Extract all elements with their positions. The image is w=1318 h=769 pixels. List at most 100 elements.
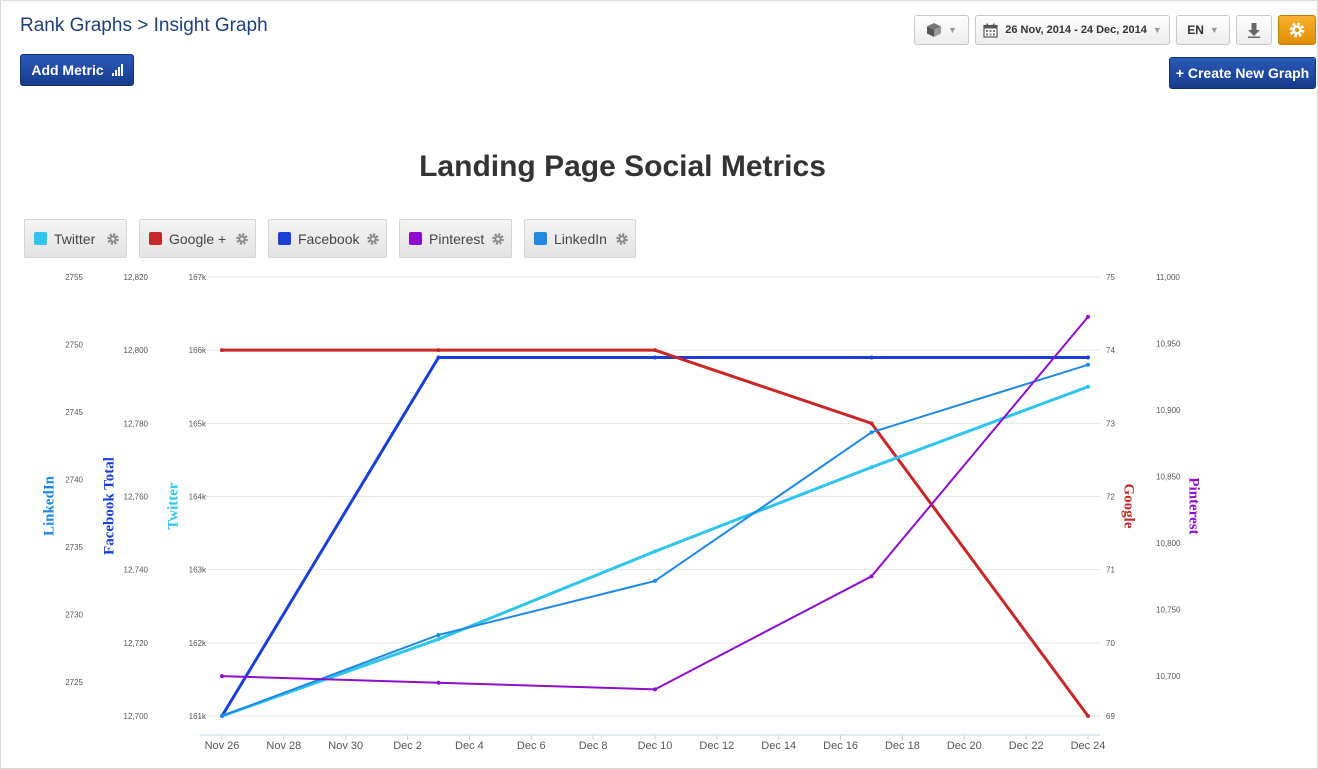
legend-label: LinkedIn (554, 230, 607, 247)
twitter-tick-label: 163k (189, 566, 207, 575)
pinterest-axis-title: Pinterest (1186, 477, 1202, 534)
facebook-tick-label: 12,820 (124, 273, 149, 282)
google-tick-label: 71 (1106, 566, 1115, 575)
legend-item-pinterest[interactable]: Pinterest (399, 219, 512, 258)
twitter-axis-title: Twitter (165, 482, 181, 530)
data-point-twitter[interactable] (436, 637, 441, 642)
data-point-pinterest[interactable] (1086, 314, 1090, 319)
legend-label: Google + (169, 230, 227, 247)
linkedin-tick-label: 2755 (65, 273, 83, 282)
linkedin-axis-title: LinkedIn (41, 475, 57, 536)
legend-item-twitter[interactable]: Twitter (24, 219, 127, 258)
add-metric-button[interactable]: Add Metric (20, 54, 134, 86)
x-tick-label: Dec 10 (638, 740, 673, 752)
google-tick-label: 75 (1106, 273, 1115, 282)
facebook-tick-label: 12,780 (124, 419, 149, 428)
data-point-pinterest[interactable] (869, 574, 874, 579)
data-point-twitter[interactable] (653, 549, 657, 554)
data-point-linkedin[interactable] (220, 714, 224, 718)
x-tick-label: Dec 4 (455, 740, 484, 752)
pinterest-tick-label: 10,950 (1156, 340, 1181, 349)
legend-item-linkedin[interactable]: LinkedIn (524, 219, 636, 258)
language-dropdown[interactable]: EN ▼ (1176, 15, 1230, 45)
pinterest-tick-label: 10,800 (1156, 539, 1181, 548)
twitter-tick-label: 166k (189, 346, 207, 355)
data-point-google[interactable] (869, 421, 874, 426)
x-tick-label: Dec 6 (517, 740, 546, 752)
data-point-facebook[interactable] (653, 355, 657, 360)
x-tick-label: Dec 8 (579, 740, 608, 752)
legend-swatch (278, 232, 291, 245)
x-tick-label: Nov 30 (328, 740, 363, 752)
create-graph-label: + Create New Graph (1175, 65, 1310, 81)
pinterest-tick-label: 11,000 (1156, 273, 1180, 282)
google-tick-label: 73 (1106, 419, 1115, 428)
legend-item-google[interactable]: Google + (139, 219, 256, 258)
cube-icon (927, 23, 942, 37)
legend-label: Twitter (54, 230, 96, 247)
data-point-twitter[interactable] (869, 465, 874, 470)
data-point-google[interactable] (220, 348, 224, 353)
twitter-tick-label: 161k (189, 712, 207, 721)
pinterest-tick-label: 10,900 (1156, 406, 1181, 415)
x-tick-label: Dec 20 (947, 740, 982, 752)
data-point-linkedin[interactable] (869, 430, 874, 435)
facebook-tick-label: 12,760 (124, 493, 149, 502)
data-point-google[interactable] (653, 348, 657, 353)
data-point-linkedin[interactable] (1086, 362, 1090, 367)
facebook-tick-label: 12,800 (124, 346, 149, 355)
x-tick-label: Nov 26 (205, 740, 240, 752)
data-point-facebook[interactable] (1086, 355, 1090, 360)
gear-icon (1289, 22, 1305, 38)
legend-swatch (149, 232, 162, 245)
x-tick-label: Nov 28 (266, 740, 301, 752)
chevron-down-icon: ▼ (1209, 25, 1219, 35)
data-point-linkedin[interactable] (436, 632, 441, 637)
breadcrumb-separator: > (137, 15, 149, 36)
chevron-down-icon: ▼ (1152, 25, 1162, 35)
facebook-tick-label: 12,740 (124, 566, 149, 575)
twitter-tick-label: 164k (189, 493, 207, 502)
project-dropdown[interactable]: ▼ (914, 15, 969, 45)
linkedin-tick-label: 2745 (65, 408, 83, 417)
breadcrumb-root-link[interactable]: Rank Graphs (20, 15, 132, 36)
data-point-linkedin[interactable] (653, 578, 657, 583)
google-axis-title: Google (1121, 484, 1137, 529)
data-point-pinterest[interactable] (436, 680, 441, 685)
x-tick-label: Dec 16 (823, 740, 858, 752)
legend-label: Facebook (298, 230, 360, 247)
data-point-google[interactable] (436, 348, 441, 353)
google-tick-label: 70 (1106, 639, 1115, 648)
gear-icon[interactable] (491, 232, 505, 246)
gear-icon[interactable] (366, 232, 380, 246)
download-button[interactable] (1236, 15, 1272, 45)
linkedin-tick-label: 2740 (65, 476, 83, 485)
facebook-axis-title: Facebook Total (101, 457, 117, 555)
gear-icon[interactable] (235, 232, 249, 246)
gear-icon[interactable] (106, 232, 120, 246)
date-range-picker[interactable]: 26 Nov, 2014 - 24 Dec, 2014 ▼ (975, 15, 1170, 45)
data-point-pinterest[interactable] (653, 687, 657, 692)
settings-button[interactable] (1278, 15, 1316, 45)
twitter-tick-label: 165k (189, 419, 207, 428)
x-tick-label: Dec 14 (761, 740, 796, 752)
linkedin-tick-label: 2750 (65, 341, 83, 350)
x-tick-label: Dec 22 (1009, 740, 1044, 752)
data-point-pinterest[interactable] (220, 674, 224, 679)
x-tick-label: Dec 12 (699, 740, 734, 752)
linkedin-tick-label: 2730 (65, 611, 83, 620)
legend-item-facebook[interactable]: Facebook (268, 219, 387, 258)
pinterest-tick-label: 10,750 (1156, 606, 1181, 615)
data-point-facebook[interactable] (869, 355, 874, 360)
data-point-google[interactable] (1086, 714, 1090, 718)
google-tick-label: 74 (1106, 346, 1115, 355)
data-point-facebook[interactable] (436, 355, 441, 360)
google-tick-label: 69 (1106, 712, 1115, 721)
data-point-twitter[interactable] (1086, 384, 1090, 389)
gear-icon[interactable] (615, 232, 629, 246)
create-new-graph-button[interactable]: + Create New Graph (1169, 57, 1316, 89)
breadcrumb-current: Insight Graph (153, 15, 268, 36)
facebook-tick-label: 12,720 (124, 639, 149, 648)
series-line-facebook (220, 355, 1088, 717)
